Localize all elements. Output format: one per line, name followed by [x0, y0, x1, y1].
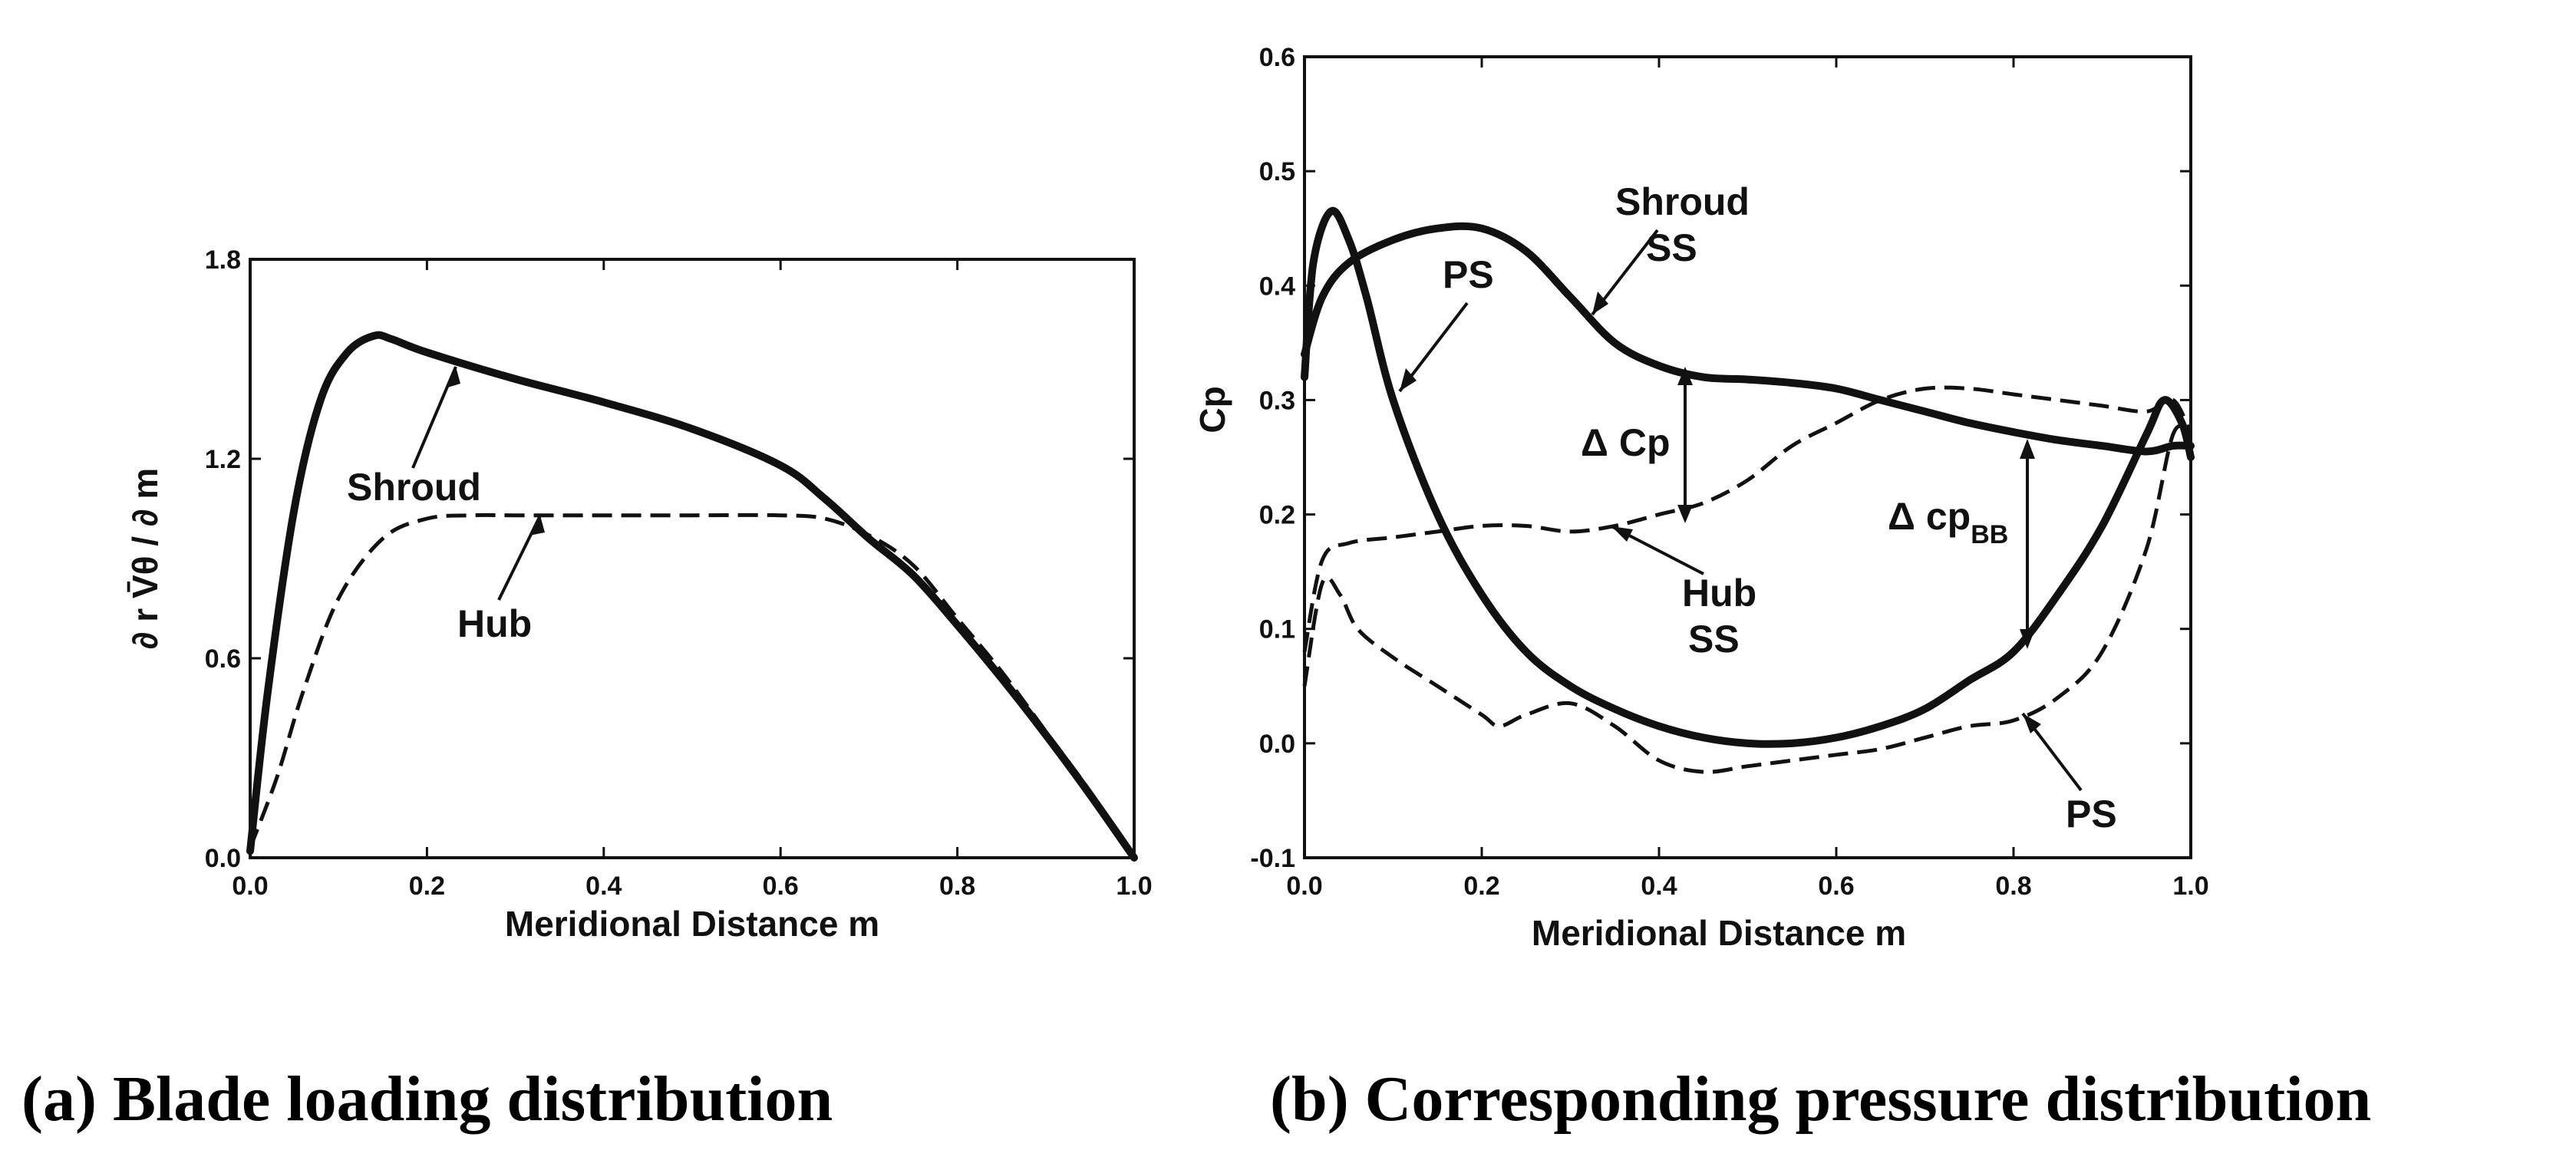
panel-a-series-hub	[248, 512, 1136, 859]
panel-a-xtick-label-0: 0.0	[232, 872, 268, 901]
panel-a-ytick-label-3: 1.8	[205, 246, 241, 275]
panel-a-xtick-label-1: 0.2	[409, 872, 445, 901]
panel-a-xtick-label-3: 0.6	[763, 872, 799, 901]
panel-b-xtick-label-0: 0.0	[1286, 872, 1322, 901]
panel-b-ytick-label-2: 0.1	[1259, 615, 1295, 644]
panel-b-ytick-label-1: 0.0	[1259, 730, 1295, 759]
annotation-ps-lower: PS	[2066, 793, 2117, 835]
panel-b-series-shroud-ps	[1301, 206, 2195, 748]
panel-b-ticks: 0.0 0.2 0.4 0.6 0.8 1.0-0.10.00.10.20.30.40.5…	[1250, 43, 2208, 901]
panel-b-ytick-label-7: 0.6	[1259, 43, 1295, 72]
panel-b-caption: (b) Corresponding pressure distribution	[1270, 1063, 2371, 1135]
panel-b-ytick-label-3: 0.2	[1259, 501, 1295, 530]
panel-b-ytick-label-5: 0.4	[1259, 272, 1295, 301]
annotation-delta-cpbb-main: Δ cp	[1888, 495, 1971, 538]
annotation-delta-cpbb-arrowhead-top	[2020, 439, 2035, 459]
panel-b-series-hub-ps	[1302, 424, 2192, 774]
panel-a-xlabel: Meridional Distance m	[505, 904, 879, 944]
panel-b-frame	[1303, 55, 2192, 859]
panel-b-xlabel: Meridional Distance m	[1532, 913, 1906, 953]
panel-a-ylabel: ∂ r V̄θ / ∂ m	[125, 468, 165, 650]
panel-b-series-shroud-ss	[1301, 222, 2195, 456]
annotation-shroud-ss-arrowhead	[1592, 292, 1608, 315]
annotation-hub-ss-line2: SS	[1688, 618, 1740, 661]
panel-a-series-shroud	[246, 331, 1138, 862]
panel-b-series-hub-ss	[1302, 385, 2193, 652]
panel-b-ytick-label-6: 0.5	[1259, 157, 1295, 186]
panel-a-xtick-label-4: 0.8	[939, 872, 975, 901]
panel-a-ytick-label-2: 1.2	[205, 445, 241, 474]
panel-a-frame	[249, 258, 1136, 859]
panel-a-ytick-label-1: 0.6	[205, 644, 241, 674]
panel-b-series	[1301, 206, 2195, 774]
annotation-shroud-ss-line1: Shroud	[1615, 180, 1750, 223]
panel-b-xtick-label-2: 0.4	[1641, 872, 1677, 901]
annotation-delta-cp-arrowhead-bottom	[1677, 505, 1693, 523]
panel-b: 0.0 0.2 0.4 0.6 0.8 1.0-0.10.00.10.20.30.40.5…	[1192, 43, 2371, 1135]
panel-b-xtick-label-4: 0.8	[1995, 872, 2031, 901]
annotation-delta-cp: Δ Cp	[1581, 421, 1670, 464]
panel-b-ytick-label-0: -0.1	[1250, 844, 1295, 873]
panel-b-ytick-label-4: 0.3	[1259, 386, 1295, 415]
panel-a-ytick-label-0: 0.0	[205, 844, 241, 873]
panel-b-xtick-label-1: 0.2	[1463, 872, 1499, 901]
annotation-ps-upper-arrowhead	[1400, 368, 1417, 391]
panel-b-ylabel: Cp	[1192, 386, 1232, 433]
panel-b-xtick-label-5: 1.0	[2172, 872, 2208, 901]
panel-a-series	[246, 331, 1138, 862]
panel-a-xtick-label-2: 0.4	[585, 872, 622, 901]
annotation-shroud-arrowhead	[445, 367, 460, 388]
panel-a: 0.0 0.2 0.4 0.6 0.8 1.0 0.0 0.6 1.2 1.8 Meridiona…	[21, 246, 1153, 1135]
panel-a-caption: (a) Blade loading distribution	[21, 1063, 833, 1135]
annotation-ps-upper: PS	[1443, 253, 1494, 296]
annotation-delta-cpbb-arrowhead-bottom	[2020, 629, 2035, 649]
panel-b-xtick-label-3: 0.6	[1818, 872, 1854, 901]
panel-a-ticks: 0.0 0.2 0.4 0.6 0.8 1.0 0.0 0.6 1.2 1.8	[205, 246, 1153, 901]
annotation-delta-cp-arrowhead-top	[1677, 367, 1693, 385]
annotation-ps-lower-arrowhead	[2023, 714, 2041, 733]
annotation-hub-ss-arrowhead	[1611, 526, 1633, 542]
annotation-hub: Hub	[457, 602, 532, 645]
annotation-shroud: Shroud	[347, 466, 481, 509]
annotation-hub-ss-line1: Hub	[1682, 572, 1756, 615]
annotation-delta-cpbb-sub: BB	[1971, 520, 2008, 549]
panel-a-xtick-label-5: 1.0	[1116, 872, 1152, 901]
annotation-delta-cpbb: Δ cpBB	[1888, 495, 2008, 549]
annotation-hub-arrowhead	[529, 516, 545, 536]
